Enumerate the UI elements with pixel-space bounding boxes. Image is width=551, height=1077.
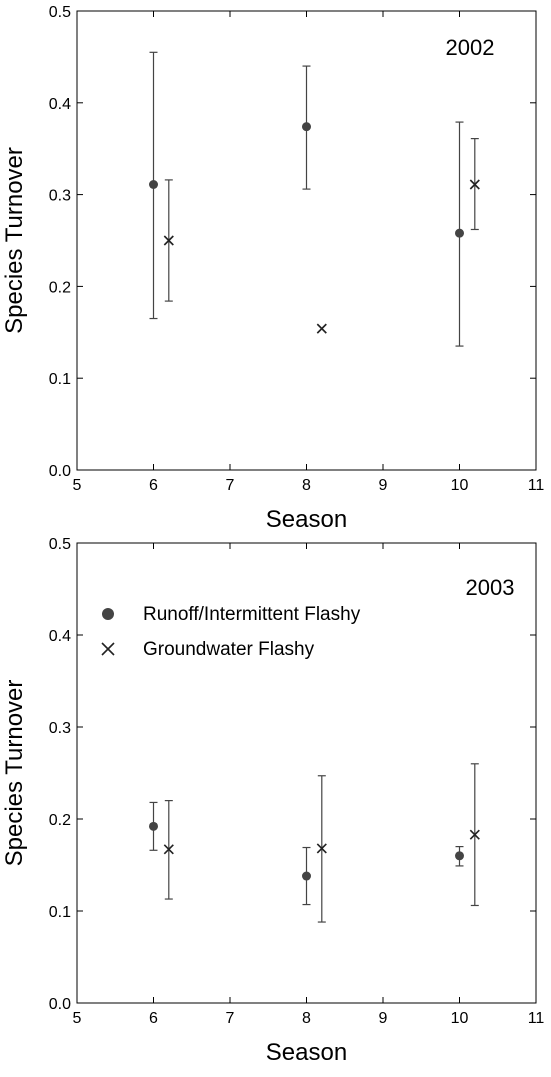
y-tick-label: 0.5 (49, 4, 71, 21)
legend-marker-cross (101, 642, 115, 656)
y-axis-title: Species Turnover (1, 680, 28, 867)
panel-2003: 5 6 7 8 9 10 11 0.0 0.1 0.2 0.3 0.4 0.5 Season Species… (1, 536, 544, 1066)
x-tick-label: 7 (226, 1010, 235, 1027)
cross-stroke (163, 844, 174, 855)
y-tick-label: 0.3 (49, 720, 71, 737)
y-tick-label: 0.4 (49, 628, 71, 645)
x-tick-label: 10 (451, 1010, 469, 1027)
data-point-cross (163, 844, 174, 855)
x-tick-label: 5 (73, 477, 82, 494)
y-tick-label: 0.4 (49, 96, 71, 113)
y-tick-label: 0.0 (49, 463, 71, 480)
y-tick-label: 0.1 (49, 904, 71, 921)
cross-stroke (469, 829, 480, 840)
data-point-cross (316, 843, 327, 854)
y-tick-label: 0.1 (49, 371, 71, 388)
x-tick-label: 5 (73, 1010, 82, 1027)
y-tick-label: 0.2 (49, 812, 71, 829)
y-tick-label: 0.2 (49, 279, 71, 296)
x-tick-label: 11 (528, 1010, 545, 1027)
y-tick-label: 0.5 (49, 536, 71, 553)
legend-label: Runoff/Intermittent Flashy (143, 604, 361, 625)
y-axis-title: Species Turnover (1, 147, 28, 334)
x-tick-label: 8 (302, 477, 311, 494)
data-point-circle (302, 122, 311, 132)
data-point-circle (455, 228, 464, 238)
x-tick-label: 7 (226, 477, 235, 494)
data-point-circle (149, 180, 158, 190)
x-axis-title: Season (266, 1039, 347, 1066)
x-tick-label: 8 (302, 1010, 311, 1027)
panel-2002: 5 6 7 8 9 10 11 0.0 0.1 0.2 0.3 0.4 0.5 Season Species… (1, 4, 544, 533)
data-point-cross (316, 323, 327, 334)
x-tick-label: 11 (528, 477, 545, 494)
x-tick-label: 10 (451, 477, 469, 494)
cross-stroke (316, 323, 327, 334)
data-point-cross (469, 829, 480, 840)
cross-stroke (163, 235, 174, 246)
year-annotation: 2002 (446, 35, 495, 60)
legend-label: Groundwater Flashy (143, 639, 315, 660)
year-annotation: 2003 (466, 575, 515, 600)
cross-stroke (469, 179, 480, 190)
cross-stroke (316, 843, 327, 854)
data-point-cross (469, 179, 480, 190)
data-point-cross (163, 235, 174, 246)
x-tick-label: 9 (379, 1010, 388, 1027)
x-tick-label: 9 (379, 477, 388, 494)
data-point-circle (455, 851, 464, 861)
data-point-circle (302, 871, 311, 881)
x-tick-label: 6 (149, 1010, 158, 1027)
x-axis-title: Season (266, 506, 347, 533)
y-tick-label: 0.0 (49, 996, 71, 1013)
legend-marker-circle (102, 608, 114, 620)
cross-stroke (101, 642, 115, 656)
data-point-circle (149, 821, 158, 831)
x-tick-label: 6 (149, 477, 158, 494)
y-tick-label: 0.3 (49, 188, 71, 205)
